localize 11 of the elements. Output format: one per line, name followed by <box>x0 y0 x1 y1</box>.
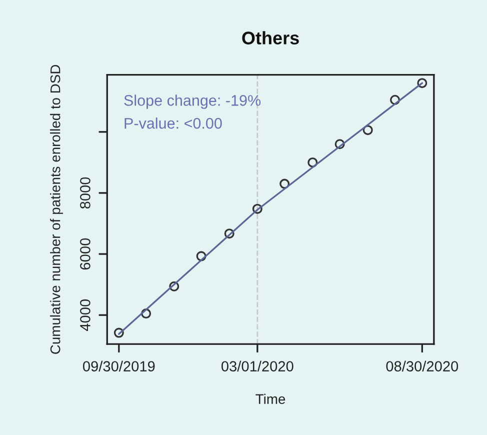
y-tick-label: 4000 <box>80 299 90 331</box>
chart-title: Others <box>242 31 299 44</box>
x-tick-label: 03/01/2020 <box>221 360 294 372</box>
x-axis-title: Time <box>256 394 286 404</box>
y-axis-title: Cumulative number of patients enrolled to DSD <box>50 64 63 354</box>
annotation: P-value: <0.00 <box>124 118 222 129</box>
x-tick-label: 08/30/2020 <box>386 360 458 372</box>
x-tick-label: 09/30/2019 <box>82 360 155 372</box>
y-tick-label: 6000 <box>80 238 90 270</box>
y-tick-label: 8000 <box>80 177 90 209</box>
annotation: Slope change: -19% <box>124 94 261 109</box>
